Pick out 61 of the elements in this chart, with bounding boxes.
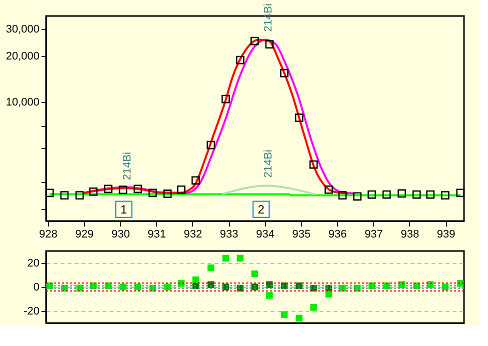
point bbox=[236, 254, 244, 262]
point bbox=[222, 94, 230, 104]
annotation: 214Bi bbox=[262, 4, 274, 32]
x-tick-label: 932 bbox=[184, 228, 202, 240]
x-tick-label: 931 bbox=[148, 228, 166, 240]
point bbox=[222, 254, 230, 262]
annotation: 1 bbox=[120, 202, 128, 216]
point bbox=[148, 188, 157, 198]
point bbox=[134, 184, 142, 194]
point bbox=[250, 36, 259, 46]
point bbox=[236, 56, 244, 64]
y-tick-label: 20 bbox=[27, 258, 40, 270]
point bbox=[398, 189, 406, 198]
point bbox=[280, 311, 288, 318]
point bbox=[412, 190, 421, 199]
x-tick-label: 938 bbox=[400, 228, 420, 240]
x-tick-label: 933 bbox=[220, 228, 238, 240]
point bbox=[89, 187, 98, 196]
x-tick-label: 928 bbox=[39, 228, 58, 240]
x-tick-label: 929 bbox=[75, 228, 94, 240]
point bbox=[310, 304, 317, 311]
point bbox=[353, 192, 362, 201]
point bbox=[456, 188, 465, 198]
point bbox=[338, 191, 347, 200]
point bbox=[280, 68, 288, 78]
point bbox=[118, 186, 128, 194]
point bbox=[163, 190, 172, 198]
y-tick-label: 20,000 bbox=[6, 50, 40, 62]
point bbox=[309, 160, 318, 169]
point bbox=[441, 191, 450, 200]
annotation: 214Bi bbox=[121, 152, 134, 180]
point bbox=[45, 188, 54, 198]
point bbox=[192, 176, 200, 185]
point bbox=[60, 191, 69, 200]
annotation: 2 bbox=[258, 202, 265, 216]
y-tick-label: -20 bbox=[24, 306, 40, 318]
point bbox=[206, 140, 216, 150]
point bbox=[368, 190, 376, 199]
point bbox=[382, 190, 391, 199]
y-tick-label: 0 bbox=[33, 282, 40, 294]
point bbox=[265, 40, 274, 49]
point bbox=[296, 314, 302, 322]
annotation: 214Bi bbox=[262, 150, 274, 178]
x-tick-label: 930 bbox=[111, 228, 130, 240]
y-tick-label: 10,000 bbox=[6, 96, 40, 109]
point bbox=[208, 264, 214, 272]
point bbox=[251, 270, 258, 278]
point bbox=[266, 292, 273, 299]
x-tick-label: 939 bbox=[436, 228, 456, 240]
x-tick-label: 936 bbox=[328, 228, 347, 240]
x-tick-label: 935 bbox=[292, 228, 311, 240]
y-tick-label: 30,000 bbox=[6, 23, 40, 36]
point bbox=[426, 190, 435, 199]
point bbox=[324, 185, 333, 194]
point bbox=[177, 185, 186, 194]
point bbox=[75, 191, 84, 200]
point bbox=[104, 184, 112, 194]
x-tick-label: 937 bbox=[364, 228, 383, 240]
point bbox=[192, 276, 200, 284]
point bbox=[294, 114, 304, 122]
x-tick-label: 934 bbox=[256, 228, 274, 240]
